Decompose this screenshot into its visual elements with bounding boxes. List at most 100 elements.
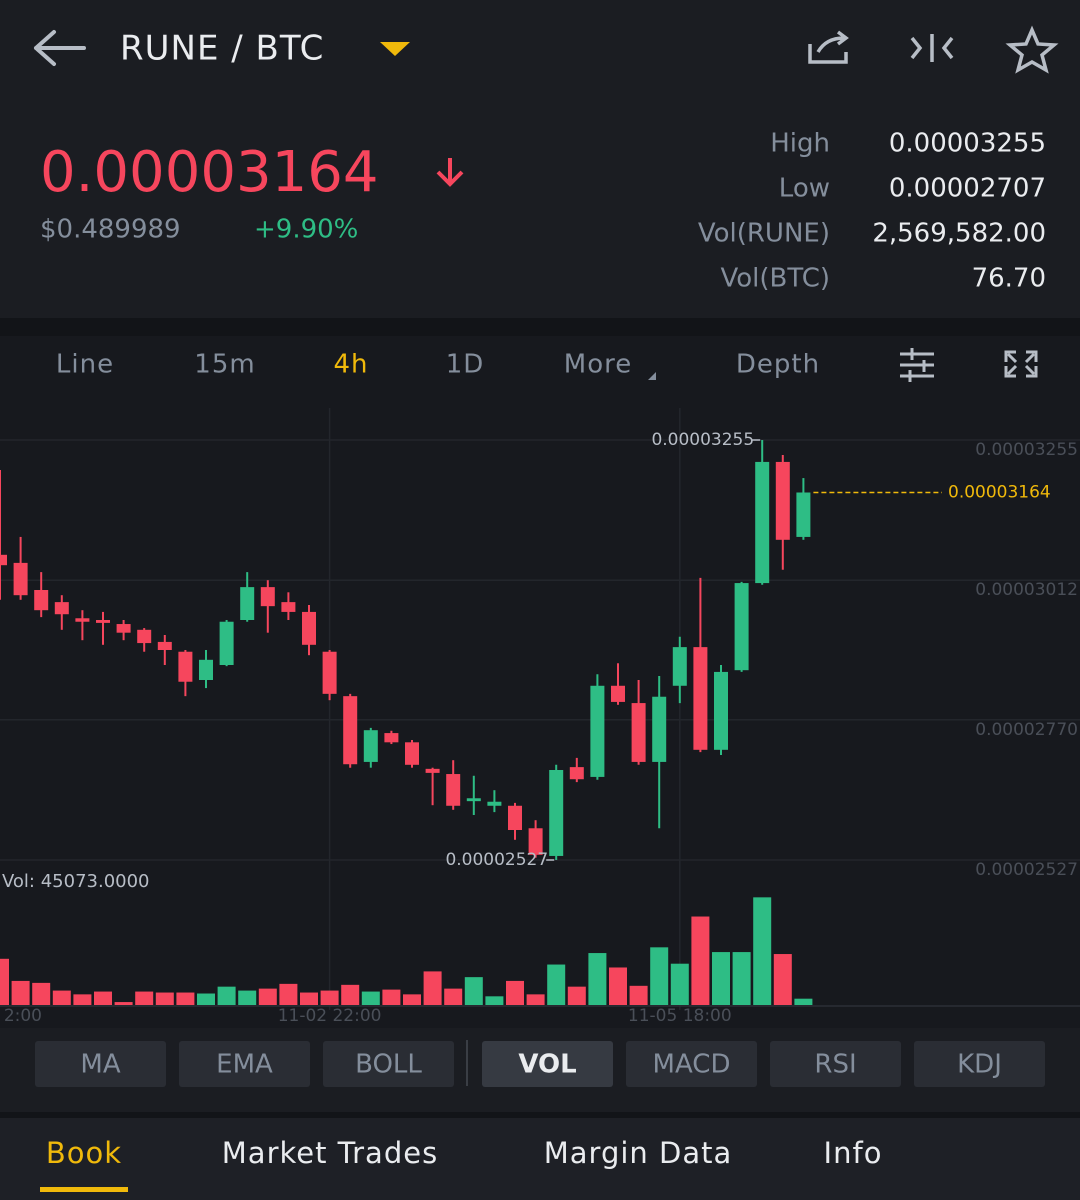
volume-bar	[0, 958, 9, 1005]
indicator-button[interactable]	[179, 1041, 310, 1087]
indicator-button[interactable]	[323, 1041, 454, 1087]
last-price: 0.00003164	[40, 140, 378, 205]
volume-bar	[485, 996, 504, 1005]
interval-tab[interactable]: Line	[56, 350, 114, 380]
bottom-tab[interactable]: Book	[46, 1136, 122, 1170]
indicator-button[interactable]	[482, 1041, 613, 1087]
candle-body	[672, 647, 687, 686]
indicator-button[interactable]	[626, 1041, 757, 1087]
volume-bar	[279, 983, 298, 1005]
interval-tab[interactable]: 15m	[194, 350, 255, 380]
indicator-button[interactable]	[770, 1041, 901, 1087]
volume-bar	[94, 991, 112, 1005]
indicator-label[interactable]: MA	[80, 1050, 120, 1080]
compare-button[interactable]	[910, 34, 954, 62]
compare-icon	[910, 34, 954, 62]
candle-body	[528, 828, 543, 855]
settings-button[interactable]	[900, 348, 934, 382]
candle-body	[343, 696, 358, 765]
volume-bar	[588, 953, 607, 1005]
stat-value: 2,569,582.00	[872, 219, 1046, 249]
candle-body	[734, 583, 749, 671]
y-tick-label: 0.00003255	[975, 440, 1078, 460]
back-button[interactable]	[34, 30, 86, 66]
indicator-label[interactable]: BOLL	[355, 1050, 422, 1080]
chart: 0.00003255 0.00003012 0.00002770 0.00002527…	[0, 408, 1080, 1026]
volume-bar	[629, 985, 648, 1005]
y-tick-label: 0.00003012	[975, 580, 1078, 600]
indicator-label[interactable]: MACD	[653, 1050, 731, 1080]
share-button[interactable]	[808, 30, 849, 64]
candle-body	[260, 587, 275, 607]
volume-bar	[732, 952, 751, 1005]
candle-body	[281, 602, 296, 612]
volume-bar	[300, 992, 318, 1005]
volume-bar	[11, 980, 30, 1005]
indicator-label[interactable]: RSI	[814, 1050, 856, 1080]
candle-body	[75, 618, 90, 622]
down-arrow	[436, 158, 464, 187]
candle-body	[302, 611, 316, 645]
volume-bar	[32, 982, 51, 1005]
candle-body	[0, 554, 7, 566]
candle-body	[466, 798, 481, 802]
interval-tab[interactable]: Depth	[736, 350, 820, 380]
indicator-label[interactable]: VOL	[518, 1050, 576, 1080]
candle-body	[54, 602, 69, 615]
chart-bg	[0, 336, 1080, 1112]
volume-bar	[464, 977, 483, 1005]
x-tick-label: 2:00	[4, 1006, 42, 1026]
volume-bar	[650, 947, 669, 1005]
bottom-tab[interactable]: Info	[824, 1136, 883, 1170]
separator	[0, 1112, 1080, 1118]
candle-body	[446, 774, 461, 806]
candle-body	[611, 685, 625, 702]
pair-dropdown[interactable]	[380, 42, 410, 56]
pair-title[interactable]: RUNE / BTC	[120, 29, 324, 69]
indicator-button[interactable]	[35, 1041, 166, 1087]
interval-tab[interactable]: 1D	[446, 350, 485, 380]
settings-icon	[908, 348, 926, 382]
stat-label: Vol(RUNE)	[698, 219, 830, 249]
volume-bar	[238, 990, 257, 1005]
low-marker-label: 0.00002527	[445, 850, 548, 870]
candle-body	[240, 587, 255, 620]
volume-label: Vol: 45073.0000	[2, 871, 150, 892]
indicator-label[interactable]: KDJ	[957, 1050, 1002, 1080]
candle-body	[116, 624, 131, 633]
bottom-tab[interactable]: Margin Data	[544, 1136, 733, 1170]
share-icon	[808, 30, 849, 64]
candle-body	[219, 621, 234, 665]
volume-bar	[135, 991, 154, 1005]
volume-bar	[361, 991, 380, 1005]
stat-value: 0.00003255	[889, 129, 1046, 159]
volume-bar	[341, 984, 360, 1005]
stat-label: Low	[779, 174, 830, 204]
favorite-button[interactable]	[1005, 25, 1059, 74]
candle-body	[549, 770, 564, 856]
price-change: +9.90%	[254, 215, 358, 245]
interval-tab[interactable]: More	[564, 350, 632, 380]
interval-tab[interactable]: 4h	[333, 350, 368, 380]
fullscreen-button[interactable]	[1004, 350, 1038, 378]
volume-bar	[423, 971, 442, 1005]
high-marker-label: 0.00003255	[651, 430, 754, 450]
candle-body	[775, 461, 790, 540]
candle-body	[322, 651, 337, 694]
candle-body	[384, 733, 399, 743]
x-tick-label: 11-02 22:00	[278, 1006, 382, 1026]
volume-bar	[526, 994, 545, 1005]
x-tick-label: 11-05 18:00	[628, 1006, 732, 1026]
indicator-button[interactable]	[914, 1041, 1045, 1087]
candle-body	[652, 696, 667, 762]
volume-bar	[547, 964, 566, 1005]
indicator-label[interactable]: EMA	[216, 1050, 273, 1080]
last-price-label: 0.00003164	[948, 483, 1051, 503]
volume-bar	[382, 989, 401, 1005]
candle-body	[178, 651, 193, 682]
volume-bar	[217, 986, 236, 1005]
candle-body	[631, 703, 646, 762]
volume-bar	[114, 1002, 133, 1005]
bottom-tab[interactable]: Market Trades	[222, 1136, 438, 1170]
